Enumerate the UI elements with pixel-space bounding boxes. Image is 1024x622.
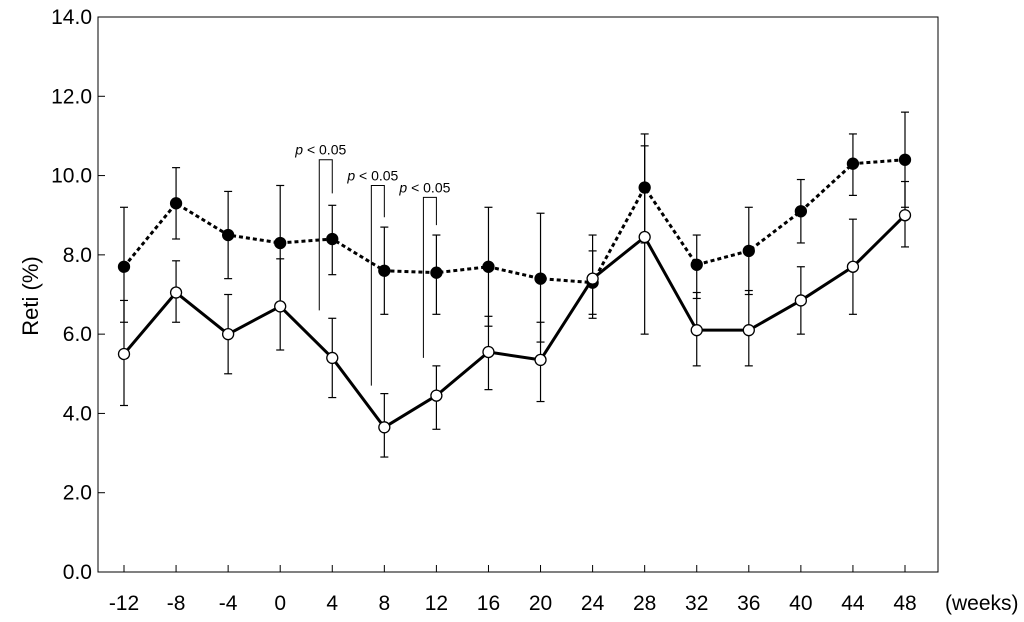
y-tick-label: 6.0 — [63, 323, 92, 346]
data-point-open — [117, 347, 131, 361]
data-point-filled — [690, 258, 703, 271]
data-point-open — [221, 327, 235, 341]
y-axis: 0.0 2.0 4.0 6.0 8.0 10.0 12.0 14.0 — [51, 6, 105, 584]
y-tick-label: 12.0 — [51, 85, 92, 108]
data-point-filled — [898, 153, 912, 166]
x-tick-label: -8 — [167, 592, 186, 615]
data-point-open — [794, 294, 808, 307]
x-tick-label: -12 — [109, 592, 139, 615]
data-point-filled — [794, 205, 808, 218]
data-point-open — [742, 324, 755, 337]
x-tick-label: 4 — [326, 592, 338, 615]
data-point-filled — [326, 232, 339, 246]
x-tick-label: 40 — [789, 592, 812, 615]
y-axis-label: Reti (%) — [18, 256, 43, 335]
data-point-open — [534, 353, 547, 367]
x-tick-label: 24 — [581, 592, 605, 615]
data-point-filled — [638, 181, 651, 194]
data-point-open — [378, 421, 391, 434]
series-line-open — [122, 214, 907, 429]
data-point-open — [586, 272, 599, 285]
x-tick-label: 44 — [841, 592, 865, 615]
data-point-open — [326, 351, 339, 365]
data-point-open — [846, 260, 860, 273]
data-point-filled — [534, 272, 547, 285]
significance-bracket — [422, 196, 437, 358]
x-tick-label: 8 — [378, 592, 390, 615]
x-tick-label: 36 — [737, 592, 760, 615]
series-line-filled — [122, 158, 906, 285]
x-tick-label: 12 — [425, 592, 448, 615]
x-axis-unit: (weeks) — [945, 592, 1019, 615]
y-tick-label: 10.0 — [51, 165, 92, 188]
significance-brackets: p < 0.05p < 0.05p < 0.05 — [294, 142, 451, 386]
x-tick-label: 20 — [529, 592, 552, 615]
significance-bracket — [370, 184, 385, 386]
data-point-filled — [482, 260, 495, 273]
data-point-filled — [742, 244, 755, 258]
data-point-filled — [430, 266, 443, 279]
data-point-open — [898, 209, 912, 222]
significance-label: p < 0.05 — [398, 179, 450, 195]
x-tick-label: -4 — [219, 592, 238, 615]
y-tick-label: 8.0 — [63, 244, 92, 267]
data-point-open — [482, 345, 495, 359]
series-markers — [117, 153, 912, 434]
error-bars — [120, 111, 909, 458]
data-point-filled — [169, 197, 183, 210]
x-tick-label: 28 — [633, 592, 656, 615]
data-point-open — [274, 300, 287, 313]
y-tick-label: 4.0 — [63, 402, 92, 425]
data-point-filled — [378, 264, 391, 277]
x-tick-label: 32 — [685, 592, 708, 615]
x-tick-label: 48 — [893, 592, 916, 615]
y-tick-label: 2.0 — [63, 482, 92, 505]
y-tick-label: 0.0 — [63, 561, 92, 584]
data-point-filled — [846, 157, 860, 170]
y-tick-label: 14.0 — [51, 6, 92, 29]
plot-area-frame — [97, 16, 939, 573]
data-point-filled — [117, 260, 131, 273]
data-point-open — [169, 286, 183, 299]
significance-bracket — [318, 159, 333, 311]
significance-label: p < 0.05 — [294, 142, 346, 158]
significance-label: p < 0.05 — [346, 167, 398, 183]
x-tick-label: 16 — [477, 592, 500, 615]
data-point-open — [690, 324, 703, 337]
x-tick-label: 0 — [274, 592, 286, 615]
data-point-filled — [221, 228, 235, 242]
data-point-open — [430, 389, 443, 402]
data-point-open — [638, 230, 651, 244]
data-point-filled — [274, 236, 287, 250]
series-lines — [122, 158, 907, 429]
x-axis: -12 -8 -4 0 4 8 12 16 20 24 28 32 36 40 44 48 — [109, 565, 917, 615]
